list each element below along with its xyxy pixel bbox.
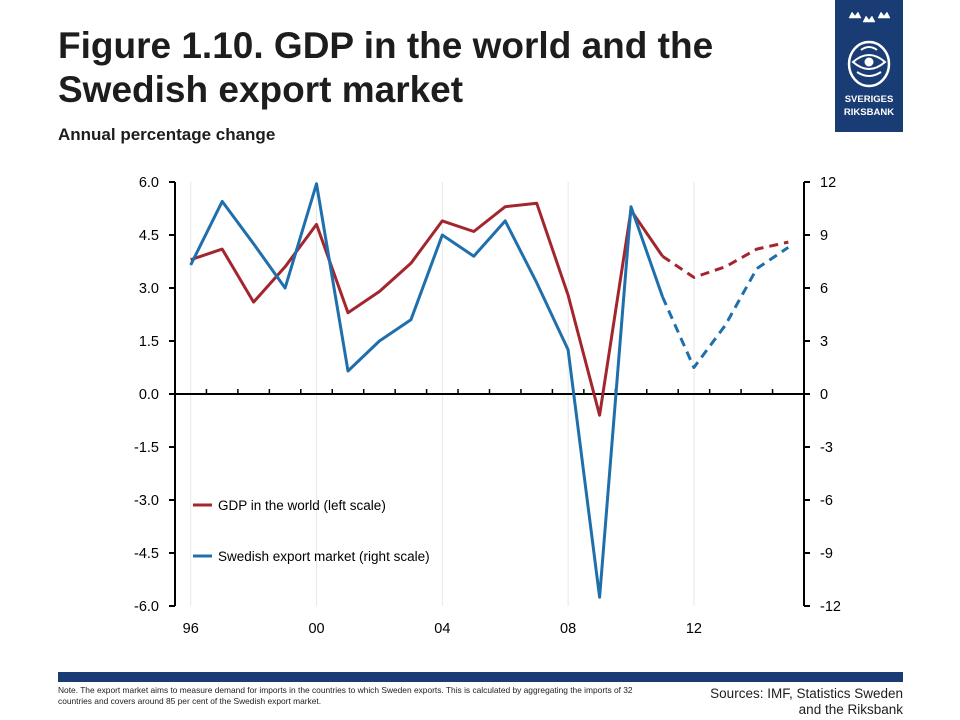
logo-line1: SVERIGES — [845, 94, 894, 105]
footnote: Note. The export market aims to measure … — [58, 685, 633, 706]
series-line-0 — [190, 201, 664, 417]
left-tick-label: 6.0 — [139, 175, 159, 191]
x-tick-label: 12 — [686, 621, 702, 637]
left-tick-label: -1.5 — [134, 440, 159, 456]
right-tick-label: 6 — [820, 281, 828, 297]
sources-line1: Sources: IMF, Statistics Sweden — [710, 686, 903, 701]
right-tick-label: -12 — [820, 599, 841, 615]
left-tick-label: -6.0 — [134, 599, 159, 615]
x-tick-label: 00 — [308, 621, 324, 637]
right-tick-label: -3 — [820, 440, 833, 456]
figure-title: Figure 1.10. GDP in the world and the Sw… — [58, 25, 714, 110]
x-tick-label: 08 — [560, 621, 576, 637]
right-tick-label: -6 — [820, 493, 833, 509]
right-tick-label: 0 — [820, 387, 828, 403]
left-tick-label: -4.5 — [134, 546, 159, 562]
right-tick-label: 12 — [820, 175, 836, 191]
riksbank-crest-icon: SVERIGES RIKSBANK — [844, 11, 894, 118]
x-tick-label: 96 — [183, 621, 199, 637]
right-tick-label: 9 — [820, 228, 828, 244]
series-forecast-line-1 — [661, 246, 790, 369]
series-line-1 — [189, 182, 664, 599]
figure-subtitle: Annual percentage change — [58, 125, 276, 144]
riksbank-logo: SVERIGES RIKSBANK — [835, 0, 903, 132]
sources: Sources: IMF, Statistics Sweden and the … — [643, 686, 903, 718]
left-tick-label: 1.5 — [139, 334, 159, 350]
sources-line2: and the Riksbank — [798, 702, 903, 717]
left-tick-label: 3.0 — [139, 281, 159, 297]
legend-label-1: Swedish export market (right scale) — [218, 549, 430, 564]
left-tick-label: 4.5 — [139, 228, 159, 244]
left-tick-label: -3.0 — [134, 493, 159, 509]
right-tick-label: -9 — [820, 546, 833, 562]
right-tick-label: 3 — [820, 334, 828, 350]
legend-label-0: GDP in the world (left scale) — [218, 498, 386, 513]
logo-line2: RIKSBANK — [844, 107, 894, 118]
x-tick-label: 04 — [434, 621, 450, 637]
left-tick-label: 0.0 — [139, 387, 159, 403]
footer-bar — [58, 672, 903, 682]
